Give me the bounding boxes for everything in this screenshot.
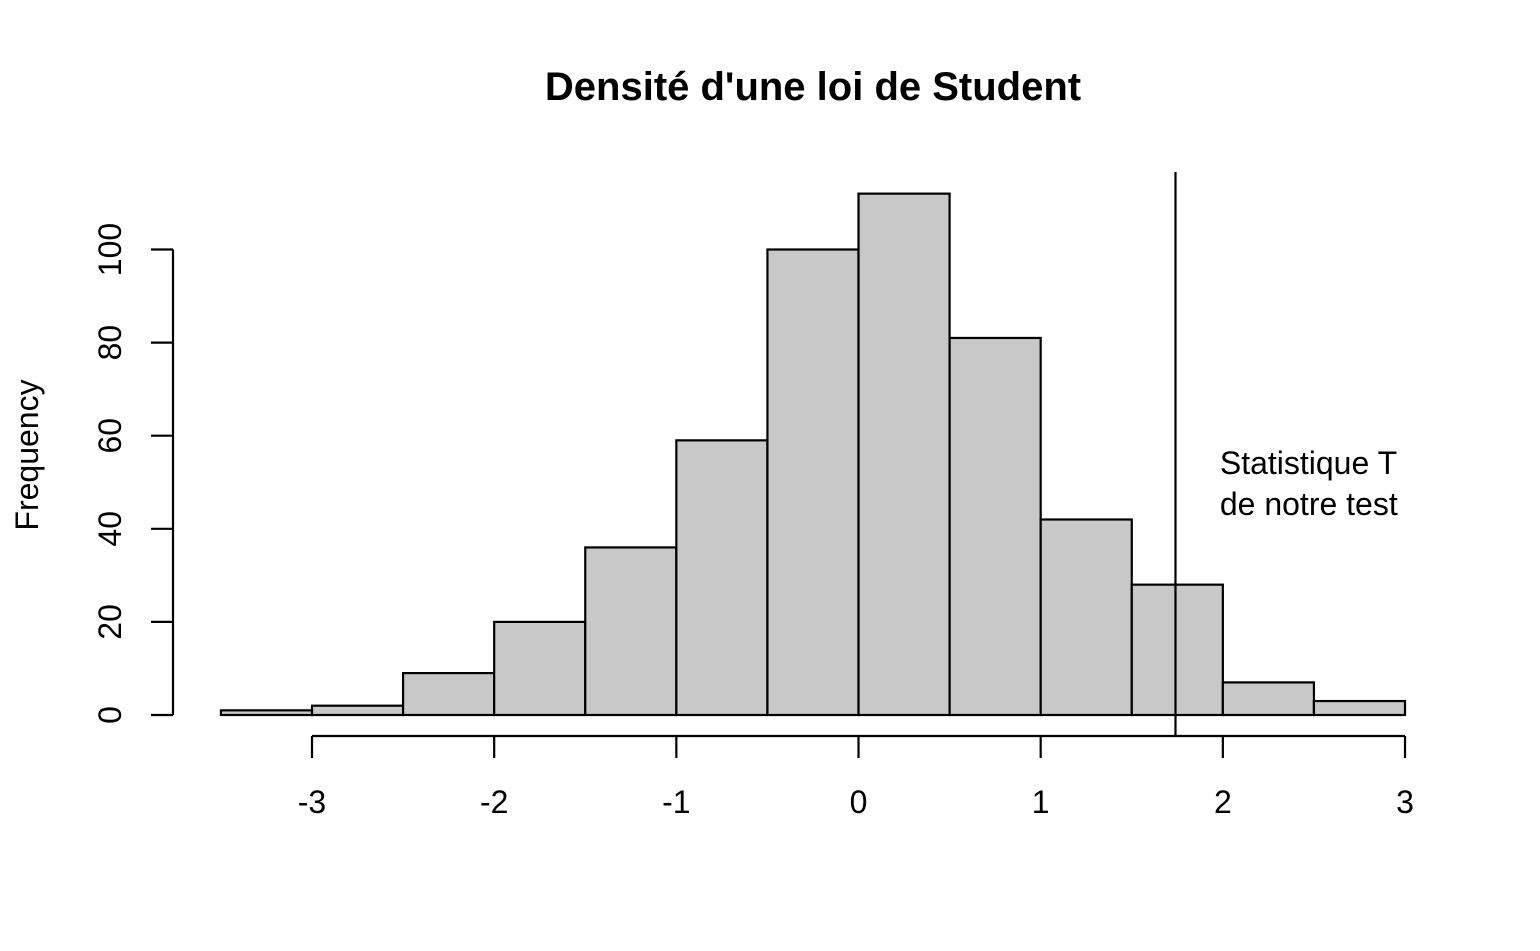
y-tick-label-2: 40: [92, 511, 128, 547]
y-tick-label-1: 20: [92, 604, 128, 640]
histogram-bar-6: [766, 248, 860, 717]
bars-group: [219, 192, 1407, 717]
test-statistic-marker: Statistique T de notre test: [1174, 172, 1398, 736]
histogram-bar-8: [948, 336, 1042, 717]
x-tick-label-1: -2: [480, 784, 508, 820]
histogram-bar-5: [675, 439, 769, 717]
x-tick-label-2: -1: [662, 784, 690, 820]
y-tick-label-4: 80: [92, 325, 128, 361]
y-tick-label-5: 100: [92, 223, 128, 276]
y-axis-label: Frequency: [9, 379, 45, 530]
annotation-line-0: Statistique T: [1220, 445, 1397, 481]
x-tick-label-3: 0: [850, 784, 868, 820]
x-axis: -3 -2 -1 0 1 2 3: [298, 734, 1414, 820]
y-tick-label-0: 0: [92, 706, 128, 724]
histogram-bar-7: [857, 192, 951, 717]
histogram-bar-9: [1039, 518, 1133, 717]
histogram-bar-0: [219, 709, 314, 717]
x-tick-label-6: 3: [1396, 784, 1414, 820]
x-tick-label-0: -3: [298, 784, 326, 820]
histogram-bar-11: [1221, 681, 1316, 717]
annotation-line-1: de notre test: [1220, 486, 1398, 522]
y-tick-label-3: 60: [92, 418, 128, 454]
histogram-bar-10: [1130, 583, 1224, 717]
histogram-bar-12: [1312, 699, 1407, 717]
histogram-bar-1: [310, 704, 405, 717]
chart-title: Densité d'une loi de Student: [545, 65, 1081, 109]
histogram-bar-2: [401, 672, 496, 717]
histogram-bar-4: [584, 546, 678, 717]
x-tick-label-5: 2: [1214, 784, 1232, 820]
x-tick-label-4: 1: [1032, 784, 1050, 820]
histogram-bar-3: [493, 620, 587, 717]
y-axis: 0 20 40 60 80 100: [92, 223, 175, 724]
